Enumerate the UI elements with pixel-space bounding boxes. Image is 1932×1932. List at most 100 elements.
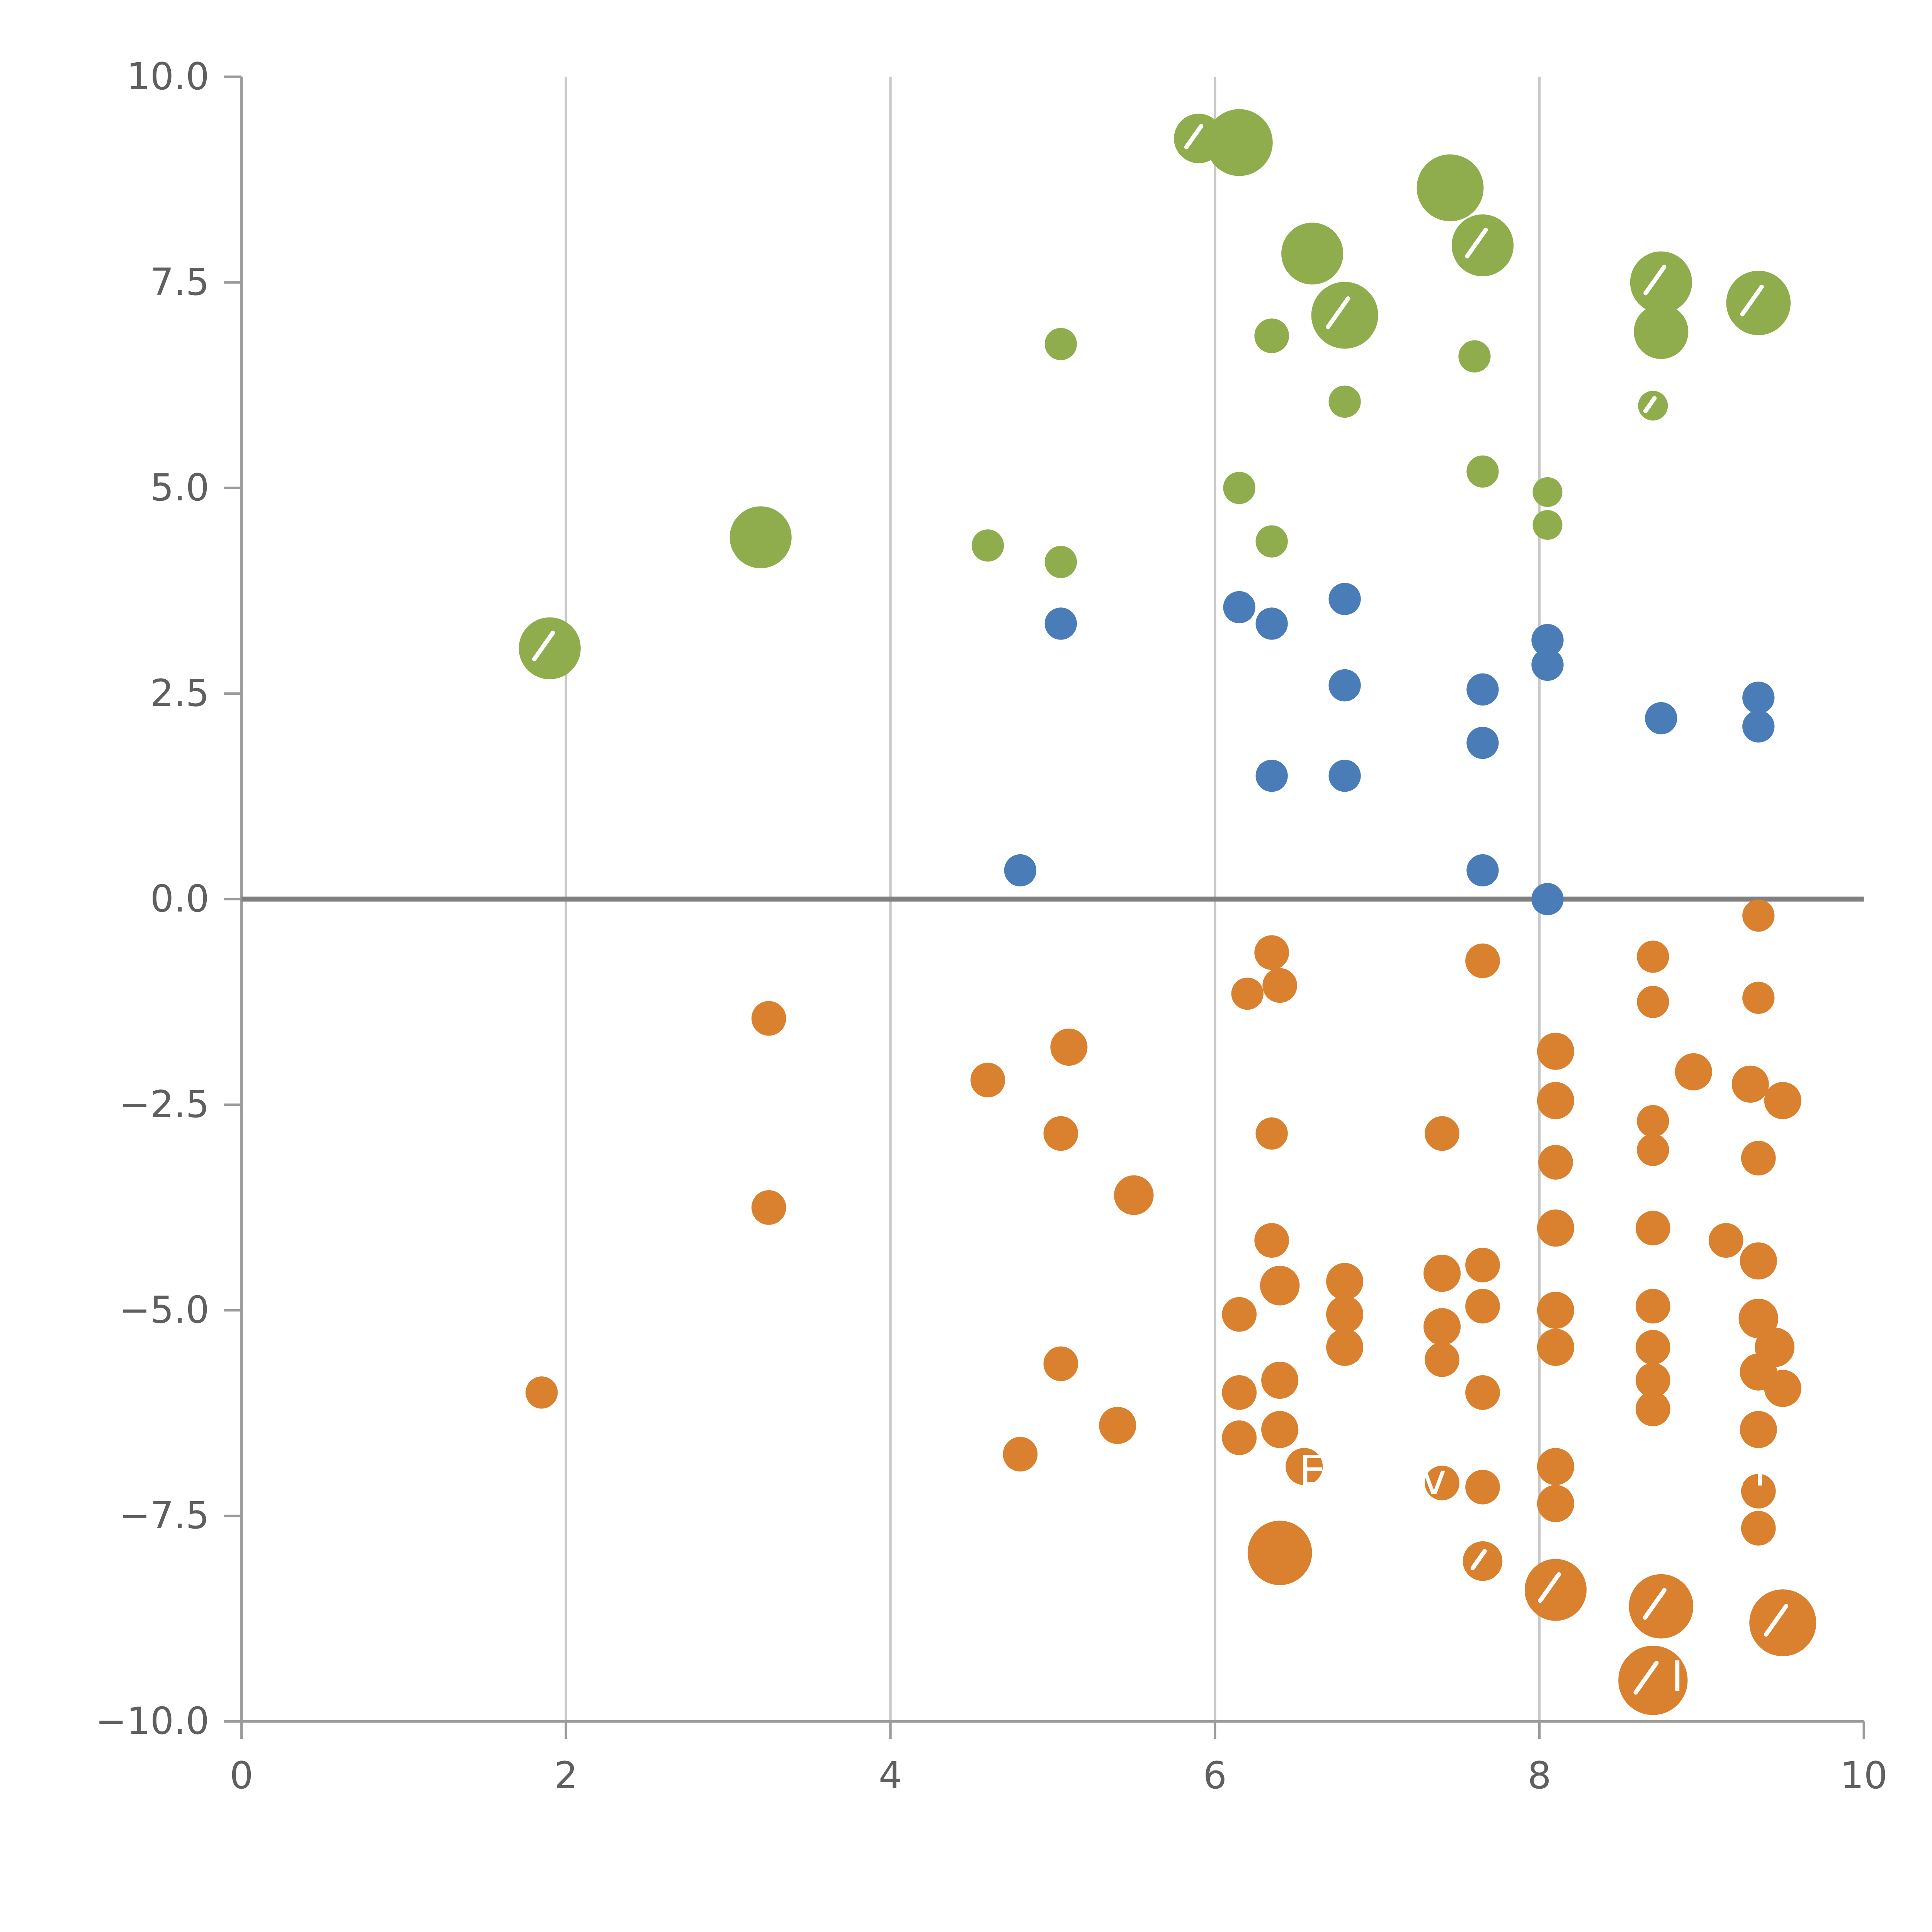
bubble-orange-group [1629,1574,1694,1639]
bubble-orange-group [1636,1330,1670,1365]
bubble-mark [1643,1588,1667,1620]
bubble-orange-group [1537,1328,1575,1366]
bubble-orange-group [1326,1263,1364,1300]
bubble-mark [1643,396,1657,413]
bubble-orange-group [1637,1134,1669,1166]
bubble-orange-group [526,1376,558,1409]
bubble-green-group [1532,477,1563,507]
bubble-orange-group [1740,1411,1777,1448]
x-tick-label: 10 [1840,1754,1888,1797]
bubble-orange-group [1255,1117,1288,1150]
bubble-blue-group [1531,883,1564,915]
bubble-blue-group [1328,760,1361,792]
bubble-green-group [1532,510,1563,540]
bubble-blue-group [1255,607,1288,640]
bubble-orange-group [1114,1175,1154,1215]
bubble-blue-group [1328,583,1361,615]
bubble-green-group [1458,340,1491,372]
bubble-orange-group [1637,1105,1669,1138]
bubble-green-group [1634,304,1689,359]
bubble-blue-group [1466,726,1499,759]
bubble-orange-group [1254,935,1289,970]
bubble-orange-group [1742,899,1775,932]
y-tick-label: −5.0 [119,1288,209,1332]
bubble-green-group [1451,214,1514,277]
x-tick-label: 0 [230,1754,253,1797]
bubble-orange-group [1260,1265,1300,1306]
bubble-orange-group [1465,1289,1500,1324]
bubble-orange-group [1636,1391,1670,1427]
bubble-green-group [1726,270,1791,335]
bubble-blue-group [1466,673,1499,706]
bubble-orange-group [1537,1209,1575,1247]
bubble-orange-group [1537,1032,1575,1070]
y-tick-label: 0.0 [150,877,209,920]
bubble-green-group [1328,385,1361,418]
bubble-orange-group [1043,1346,1078,1381]
bubble-orange-group [1538,1145,1573,1180]
bubble-orange-group [1764,1082,1801,1119]
bubble-orange-group [1326,1296,1364,1333]
bubble-blue-group [1531,648,1564,681]
x-tick-label: 8 [1527,1754,1551,1797]
bubble-orange-group [1261,1361,1299,1399]
bubble-orange-group [1749,1589,1816,1656]
bubble-blue-group [1004,854,1037,887]
bubble-blue-group [1328,669,1361,702]
bubble-orange-group [1423,1255,1461,1292]
bubble-orange-group [1731,1065,1769,1103]
bubble-mark [1643,265,1667,296]
bubble-orange-group [1636,1289,1670,1324]
bubble-mark [1764,1604,1789,1637]
bubble-orange-group [1231,978,1264,1010]
bubble-mark [1740,284,1764,316]
bubble-orange-group [1043,1116,1078,1151]
bubble-mark [1465,228,1488,259]
bubble-green-group [1254,318,1289,353]
bubble-green-group [971,529,1004,562]
bubble-orange-group [1740,1242,1777,1280]
bubble-orange-group [1423,1308,1461,1345]
bubble-orange-group [1262,968,1298,1003]
y-tick-label: 7.5 [150,260,209,304]
bubble-orange-group [1425,1466,1459,1500]
bubble-green-group [1044,328,1077,361]
y-tick-label: −10.0 [95,1699,209,1743]
bubble-green-group [1630,251,1692,313]
bubble-orange-group [970,1063,1005,1097]
bubble-blue-group [1531,624,1564,656]
bubble-green-group [519,617,581,679]
bubble-blue-group [1044,607,1077,640]
bubble-orange-group [1222,1420,1257,1455]
bubble-orange-group [1286,1448,1323,1485]
bubble-orange-group [1222,1297,1257,1332]
bubble-green-group [1281,223,1344,285]
bubble-orange-group [1537,1291,1575,1329]
bubble-orange-group [1524,1559,1587,1621]
bubble-orange-group [1465,1469,1500,1505]
bubble-green-group [1255,525,1288,558]
x-tick-label: 2 [554,1754,578,1797]
bubble-mark [1470,1549,1487,1570]
bubble-mark [1326,296,1350,329]
bubble-orange-group [1741,1511,1776,1546]
bubble-orange-group [1099,1406,1136,1444]
bubble-orange-group [1425,1116,1459,1151]
x-tick-label: 4 [879,1754,902,1797]
bubble-green-group [1044,546,1077,578]
bubble-orange-group [751,1190,786,1225]
bubble-orange-group [1618,1645,1688,1715]
bubble-blue-group [1742,681,1775,714]
bubble-green-group [1311,282,1378,349]
bubble-label: E [1299,1446,1326,1495]
y-tick-label: 10.0 [127,55,209,98]
bubble-blue-group [1255,760,1288,792]
bubble-orange-group [1465,1375,1500,1410]
bubble-label: v [1422,1455,1447,1504]
bubble-green-group [1417,154,1484,221]
bubble-blue-group [1645,702,1677,735]
y-tick-label: 5.0 [150,466,209,509]
bubble-orange-group [1463,1541,1503,1581]
bubble-mark [1633,1661,1659,1695]
